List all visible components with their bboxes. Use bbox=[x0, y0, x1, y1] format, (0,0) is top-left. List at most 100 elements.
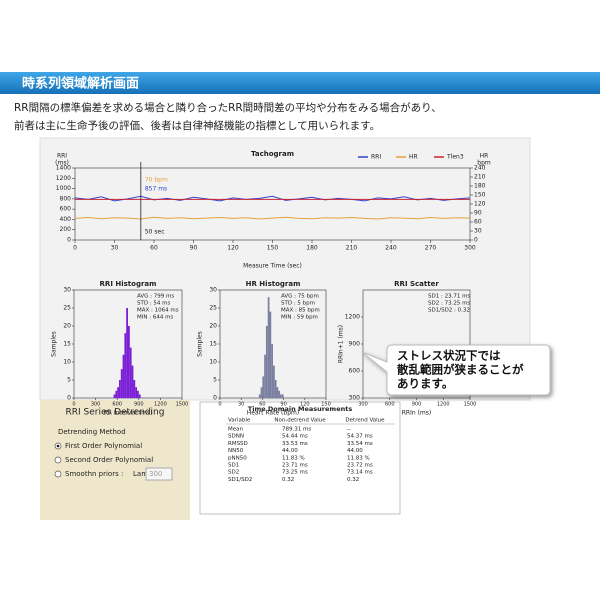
histogram-bar bbox=[276, 387, 279, 398]
stat-line: MAX : 1064 ms bbox=[137, 308, 179, 314]
chart-title: RRI Scatter bbox=[394, 280, 439, 288]
legend-label: HR bbox=[409, 154, 418, 161]
x-axis-label: RRIn (ms) bbox=[402, 410, 431, 417]
table-cell: RMSSD bbox=[228, 441, 248, 447]
y2-tick-label: 120 bbox=[474, 201, 486, 208]
histogram-bar bbox=[124, 333, 127, 398]
histogram-bar bbox=[280, 394, 282, 398]
y2-tick-label: 90 bbox=[474, 210, 482, 217]
histogram-bar bbox=[281, 394, 284, 398]
y-tick-label: 900 bbox=[349, 341, 361, 348]
y-tick-label: 600 bbox=[349, 368, 361, 375]
radio-label: First Order Polynomial bbox=[65, 442, 142, 450]
y-tick-label: 15 bbox=[63, 341, 71, 348]
table-cell: 23.71 ms bbox=[282, 463, 308, 469]
table-cell: 0.32 bbox=[282, 477, 294, 483]
x-axis-label: RR Interval (ms) bbox=[104, 410, 153, 417]
panel-title: RRI Series Detrending bbox=[66, 408, 165, 418]
x-tick-label: 90 bbox=[280, 402, 286, 408]
y-tick-label: 0 bbox=[67, 395, 71, 402]
stat-line: STD : 54 ms bbox=[137, 301, 171, 307]
radio-button[interactable] bbox=[54, 470, 62, 478]
x-tick-label: 1500 bbox=[176, 402, 189, 408]
input-label: Lamda bbox=[133, 470, 157, 478]
y-tick-label: 600 bbox=[60, 206, 72, 213]
x-tick-label: 150 bbox=[321, 402, 331, 408]
stat-line: AVG : 75 bpm bbox=[281, 294, 319, 300]
y2-tick-label: 60 bbox=[474, 219, 482, 226]
x-tick-label: 300 bbox=[464, 245, 476, 252]
stat-line: SD2 : 73.25 ms bbox=[428, 301, 470, 307]
histogram-bar bbox=[126, 308, 128, 398]
callout-text: あります。 bbox=[397, 377, 453, 391]
y-axis-label: RRIn+1 (ms) bbox=[338, 325, 345, 363]
chart-title: RRI Histogram bbox=[100, 280, 157, 288]
description-line: 前者は主に生命予後の評価、後者は自律神経機能の指標として用いられます。 bbox=[14, 119, 380, 132]
x-tick-label: 1200 bbox=[154, 402, 167, 408]
y2-axis-label: bpm bbox=[477, 160, 491, 167]
y-tick-label: 10 bbox=[209, 359, 217, 366]
x-tick-label: 270 bbox=[425, 245, 437, 252]
histogram-bar bbox=[138, 394, 141, 398]
input-value: 300 bbox=[149, 470, 162, 478]
annotation: 70 bpm bbox=[145, 177, 168, 184]
callout-text: ストレス状況下では bbox=[397, 349, 501, 363]
x-tick-label: 0 bbox=[73, 245, 77, 252]
histogram-bar bbox=[115, 390, 118, 398]
table-cell: 789.31 ms bbox=[282, 427, 311, 433]
y-tick-label: 200 bbox=[60, 226, 72, 233]
histogram-bar bbox=[265, 326, 268, 398]
y-tick-label: 1400 bbox=[56, 165, 71, 172]
y-tick-label: 1000 bbox=[56, 185, 71, 192]
stat-line: MAX : 85 bpm bbox=[281, 308, 320, 314]
description-line: RR間隔の標準偏差を求める場合と隣り合ったRR間時間差の平均や分布をみる場合があ… bbox=[14, 101, 442, 114]
table-cell: 54.44 ms bbox=[282, 434, 308, 440]
table-header: Non-detrend Value bbox=[274, 418, 326, 424]
y2-axis-label: HR bbox=[480, 153, 489, 160]
y-tick-label: 400 bbox=[60, 216, 72, 223]
table-cell: SD2 bbox=[228, 470, 239, 476]
histogram-bar bbox=[278, 390, 281, 398]
table-cell: 44.00 bbox=[282, 448, 298, 454]
radio-label: Smoothn priors : bbox=[65, 470, 123, 478]
histogram-bar bbox=[258, 394, 261, 398]
y-tick-label: 800 bbox=[60, 195, 72, 202]
y-axis-label: RRI bbox=[57, 153, 67, 160]
y-tick-label: 5 bbox=[213, 377, 217, 384]
annotation: 857 ms bbox=[145, 186, 167, 193]
x-axis-label: Heart Rate (bpm) bbox=[247, 410, 299, 417]
stat-line: AVG : 799 ms bbox=[137, 294, 174, 300]
callout-text: 散乱範囲が狭まることが bbox=[397, 363, 524, 377]
histogram-bar bbox=[273, 365, 275, 398]
chart-title: Tachogram bbox=[251, 150, 294, 158]
histogram-bar bbox=[262, 376, 265, 398]
x-tick-label: 300 bbox=[91, 402, 101, 408]
table-title: Time Domain Measurements bbox=[248, 405, 353, 413]
y-axis-label: Samples bbox=[51, 331, 58, 357]
x-axis-label: Measure Time (sec) bbox=[243, 263, 302, 270]
callout-box bbox=[361, 344, 551, 396]
lamda-input[interactable] bbox=[145, 467, 173, 481]
table-cell: 23.72 ms bbox=[347, 463, 373, 469]
histogram-bar bbox=[260, 387, 263, 398]
table-cell: 73.14 ms bbox=[347, 470, 373, 476]
histogram-bar bbox=[117, 387, 119, 398]
x-tick-label: 300 bbox=[358, 402, 368, 408]
radio-button[interactable] bbox=[54, 456, 62, 464]
histogram-bar bbox=[131, 365, 134, 398]
table-cell: 44.00 bbox=[347, 448, 363, 454]
x-tick-label: 120 bbox=[227, 245, 239, 252]
chart-title: HR Histogram bbox=[246, 280, 301, 288]
y-tick-label: 30 bbox=[63, 287, 71, 294]
table-cell: 33.53 ms bbox=[282, 441, 308, 447]
table-header: Detrend Value bbox=[345, 418, 385, 424]
y-axis-label: (ms) bbox=[55, 160, 69, 167]
histogram-bar bbox=[119, 380, 121, 398]
detrending-panel bbox=[40, 400, 190, 520]
y-tick-label: 25 bbox=[209, 305, 217, 312]
y-tick-label: 20 bbox=[209, 323, 217, 330]
histogram-bar bbox=[269, 311, 272, 398]
histogram-bar bbox=[271, 344, 273, 398]
histogram-bar bbox=[128, 326, 130, 398]
